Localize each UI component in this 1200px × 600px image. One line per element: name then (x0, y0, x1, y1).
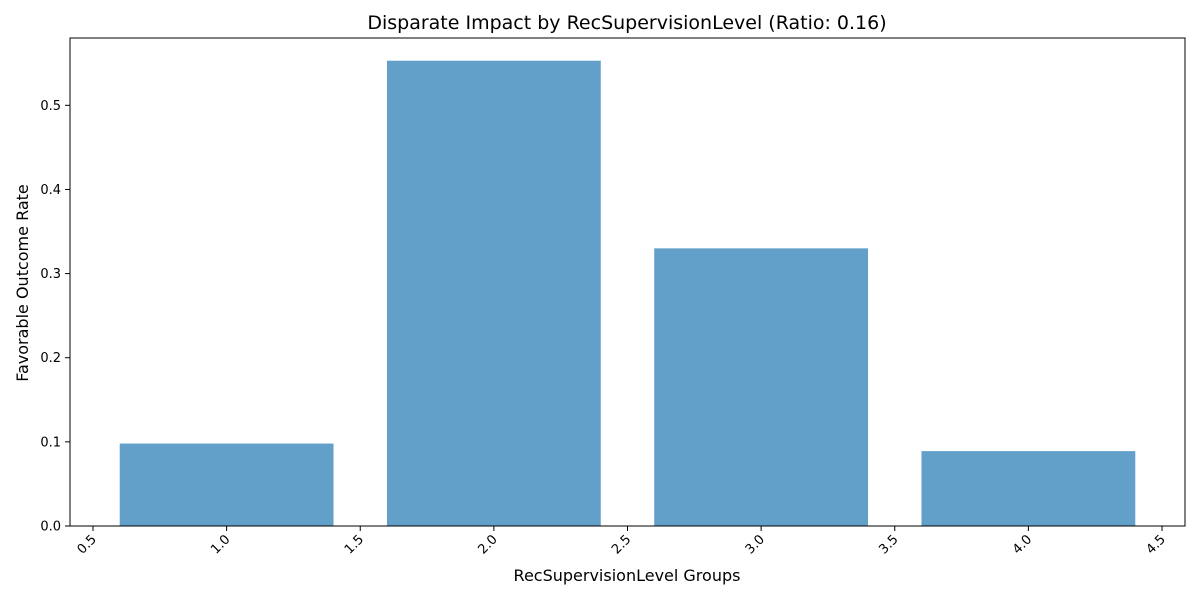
y-axis: 0.0 0.1 0.2 0.3 0.4 0.5 (40, 99, 70, 535)
bar (921, 451, 1136, 526)
bar (386, 60, 601, 526)
x-tick-label: 1.0 (208, 532, 233, 557)
x-tick-label: 4.0 (1010, 532, 1035, 557)
x-tick-label: 0.5 (75, 532, 100, 557)
y-axis-title: Favorable Outcome Rate (13, 184, 32, 382)
bar (119, 443, 334, 526)
x-tick-label: 3.5 (876, 532, 901, 557)
y-tick-label: 0.2 (40, 351, 61, 366)
x-tick-label: 4.5 (1144, 532, 1169, 557)
bars-group (119, 60, 1136, 526)
x-tick-label: 3.0 (743, 532, 768, 557)
x-axis: 0.5 1.0 1.5 2.0 2.5 3.0 3.5 4.0 4.5 (75, 526, 1169, 557)
y-tick-label: 0.1 (40, 435, 61, 450)
y-tick-label: 0.0 (40, 520, 61, 535)
y-tick-label: 0.4 (40, 183, 61, 198)
x-tick-label: 1.5 (342, 532, 367, 557)
x-tick-label: 2.5 (609, 532, 634, 557)
x-axis-title: RecSupervisionLevel Groups (514, 566, 741, 585)
x-tick-label: 2.0 (475, 532, 500, 557)
chart-title: Disparate Impact by RecSupervisionLevel … (367, 12, 886, 34)
y-tick-label: 0.5 (40, 99, 61, 114)
bar (654, 248, 869, 526)
y-tick-label: 0.3 (40, 267, 61, 282)
